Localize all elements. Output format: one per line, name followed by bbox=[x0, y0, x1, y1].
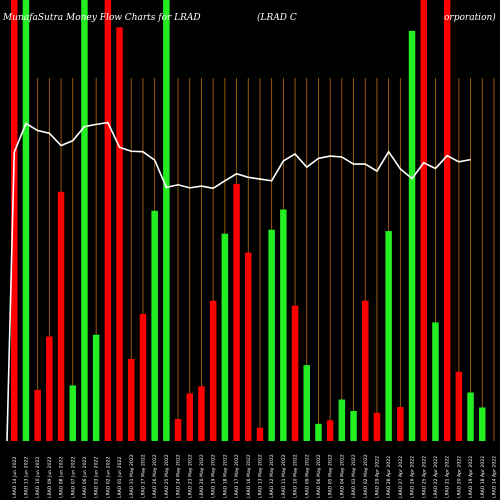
bar-lrad-04-may-2022 bbox=[338, 399, 346, 441]
x-axis-ticks: LRAD 14 Jun 2022 LRAD 13 Jun 2022 LRAD 10 … bbox=[12, 454, 498, 498]
title-subtitle: Money Flow Charts for LRAD bbox=[65, 13, 201, 23]
bar-lrad-10-may-2022 bbox=[291, 305, 299, 441]
x-tick-label: LRAD 24 May 2022 bbox=[176, 454, 182, 498]
x-tick-label: LRAD 02 May 2022 bbox=[363, 454, 369, 498]
bar-lrad-27-may-2022 bbox=[139, 313, 147, 441]
bar-lrad-12-may-2022 bbox=[268, 229, 275, 441]
title-site: MunafaSutra bbox=[2, 13, 63, 23]
bar-lrad-19-apr-2022 bbox=[467, 392, 474, 441]
bar-lrad-18-may-2022 bbox=[221, 233, 229, 441]
bar-lrad-14-jun-2022 bbox=[11, 0, 18, 441]
bar-lrad-09-jun-2022 bbox=[46, 336, 53, 441]
bar-lrad-09-may-2022 bbox=[303, 365, 310, 441]
x-tick-label: LRAD 26 May 2022 bbox=[152, 454, 158, 498]
bar-lrad-03-jun-2022 bbox=[92, 334, 100, 441]
x-tick-label: LRAD 17 May 2022 bbox=[234, 454, 240, 498]
money-flow-line bbox=[6, 121, 471, 442]
x-tick-label: LRAD 05 May 2022 bbox=[328, 454, 334, 498]
bar-lrad-24-may-2022 bbox=[174, 418, 182, 441]
bar-lrad-06-may-2022 bbox=[315, 423, 322, 441]
title-company-right: orporation) bbox=[444, 12, 496, 23]
bar-lrad-07-jun-2022 bbox=[69, 385, 76, 441]
x-tick-label: LRAD 16 May 2022 bbox=[246, 454, 252, 498]
x-tick-label: LRAD 29 Apr 2022 bbox=[374, 456, 380, 498]
x-tick-label: LRAD 13 May 2022 bbox=[257, 454, 263, 498]
bar-lrad-08-jun-2022 bbox=[57, 191, 65, 441]
bar-lrad-02-may-2022 bbox=[362, 300, 369, 441]
bar-lrad-17-may-2022 bbox=[233, 183, 240, 441]
x-tick-label: LRAD 22 Apr 2022 bbox=[433, 456, 439, 498]
x-tick-label: LRAD 03 Jun 2022 bbox=[94, 457, 100, 498]
x-tick-label: LRAD 18 Apr 2022 bbox=[480, 456, 486, 498]
bar-lrad-20-may-2022 bbox=[198, 386, 205, 441]
x-tick-label: LRAD 09 May 2022 bbox=[304, 454, 310, 498]
bar-lrad-05-may-2022 bbox=[326, 420, 334, 441]
x-tick-label: LRAD 20 May 2022 bbox=[199, 454, 205, 498]
title-company-left: (LRAD C bbox=[257, 12, 297, 23]
x-tick-label: LRAD 06 May 2022 bbox=[316, 454, 322, 498]
x-tick-label: LRAD 03 May 2022 bbox=[351, 454, 357, 498]
chart-title: MunafaSutra Money Flow Charts for LRAD (… bbox=[2, 12, 496, 23]
bar-lrad-10-jun-2022 bbox=[34, 389, 41, 441]
bar-lrad-01-jun-2022 bbox=[116, 27, 123, 441]
bar-lrad-11-may-2022 bbox=[280, 209, 287, 441]
bar-lrad-26-apr-2022 bbox=[408, 30, 416, 442]
bar-lrad-29-apr-2022 bbox=[373, 412, 381, 441]
bar-lrad-25-apr-2022 bbox=[420, 0, 427, 441]
x-tick-label: LRAD 08 Jun 2022 bbox=[59, 457, 65, 498]
bar-lrad-28-apr-2022 bbox=[385, 231, 392, 441]
bar-lrad-21-apr-2022 bbox=[443, 0, 451, 441]
x-tick-label: LRAD 01 Jun 2022 bbox=[117, 457, 123, 498]
x-tick-label: LRAD 14 Apr 2022 bbox=[491, 456, 497, 498]
bar-lrad-23-may-2022 bbox=[186, 393, 193, 441]
bar-lrad-31-may-2022 bbox=[128, 358, 135, 441]
x-tick-label: LRAD 07 Jun 2022 bbox=[70, 457, 76, 498]
bar-lrad-27-apr-2022 bbox=[397, 407, 404, 441]
x-tick-label: LRAD 02 Jun 2022 bbox=[105, 457, 111, 498]
x-tick-label: LRAD 18 May 2022 bbox=[222, 454, 228, 498]
x-tick-label: LRAD 19 Apr 2022 bbox=[468, 456, 474, 498]
x-tick-label: LRAD 19 May 2022 bbox=[211, 454, 217, 498]
x-tick-label: LRAD 12 May 2022 bbox=[269, 454, 275, 498]
bar-lrad-13-may-2022 bbox=[256, 427, 264, 441]
money-flow-line-path bbox=[6, 121, 471, 442]
bars bbox=[11, 0, 486, 442]
x-tick-label: LRAD 06 Jun 2022 bbox=[82, 457, 88, 498]
x-tick-label: LRAD 31 May 2022 bbox=[129, 454, 135, 498]
bar-lrad-02-jun-2022 bbox=[104, 0, 112, 441]
x-tick-label: LRAD 10 May 2022 bbox=[293, 454, 299, 498]
bar-lrad-26-may-2022 bbox=[151, 210, 158, 441]
bar-lrad-22-apr-2022 bbox=[432, 322, 439, 441]
x-tick-label: LRAD 13 Jun 2022 bbox=[23, 457, 29, 498]
x-tick-label: LRAD 20 Apr 2022 bbox=[456, 456, 462, 498]
x-tick-label: LRAD 25 May 2022 bbox=[164, 454, 170, 498]
x-tick-label: LRAD 10 Jun 2022 bbox=[35, 457, 41, 498]
x-tick-label: LRAD 26 Apr 2022 bbox=[410, 456, 416, 498]
x-tick-label: LRAD 21 Apr 2022 bbox=[445, 456, 451, 498]
x-tick-label: LRAD 04 May 2022 bbox=[339, 454, 345, 498]
bar-lrad-19-may-2022 bbox=[209, 300, 217, 441]
x-tick-label: LRAD 23 May 2022 bbox=[187, 454, 193, 498]
bar-lrad-25-may-2022 bbox=[163, 0, 170, 441]
x-tick-label: LRAD 27 Apr 2022 bbox=[398, 456, 404, 498]
x-tick-label: LRAD 28 Apr 2022 bbox=[386, 456, 392, 498]
bar-lrad-06-jun-2022 bbox=[81, 0, 88, 441]
bar-lrad-16-may-2022 bbox=[245, 252, 252, 441]
bar-lrad-03-may-2022 bbox=[350, 411, 357, 441]
bar-lrad-13-jun-2022 bbox=[22, 0, 30, 441]
bar-lrad-18-apr-2022 bbox=[479, 407, 486, 441]
x-tick-label: LRAD 09 Jun 2022 bbox=[47, 457, 53, 498]
x-tick-label: LRAD 14 Jun 2022 bbox=[12, 457, 18, 498]
x-tick-label: LRAD 25 Apr 2022 bbox=[421, 456, 427, 498]
bar-lrad-20-apr-2022 bbox=[455, 371, 463, 441]
x-tick-label: LRAD 11 May 2022 bbox=[281, 454, 287, 498]
x-tick-label: LRAD 27 May 2022 bbox=[140, 454, 146, 498]
